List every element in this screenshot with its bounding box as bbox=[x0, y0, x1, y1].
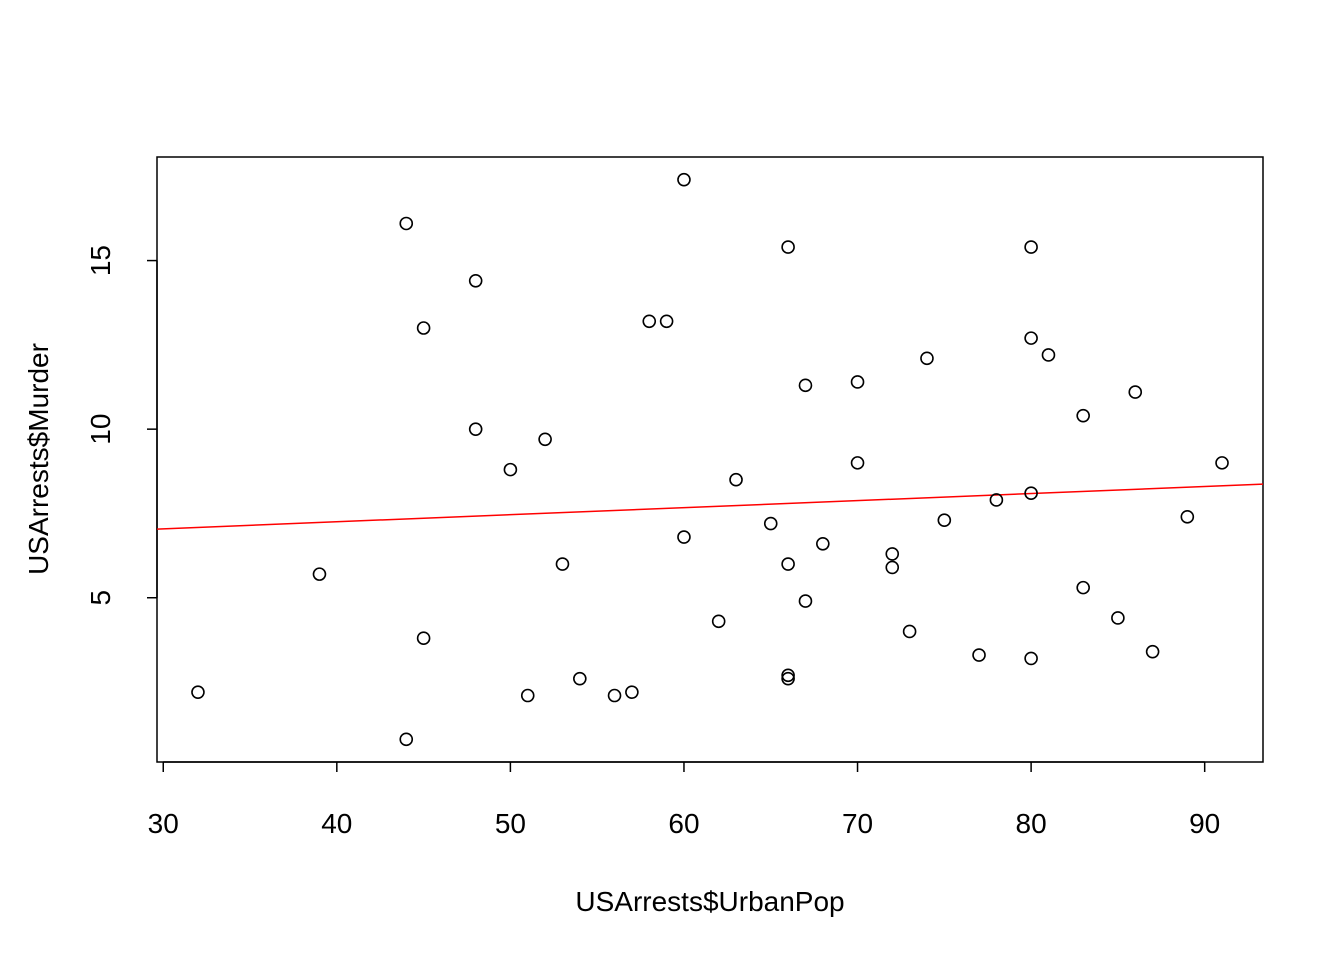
data-point bbox=[1041, 348, 1056, 362]
data-point bbox=[885, 560, 900, 575]
data-point bbox=[1180, 510, 1195, 524]
x-tick-label: 70 bbox=[842, 808, 873, 839]
data-point bbox=[677, 172, 691, 187]
data-point bbox=[399, 732, 414, 747]
x-tick-label: 50 bbox=[495, 808, 526, 839]
x-tick-label: 90 bbox=[1189, 808, 1220, 839]
data-point bbox=[972, 648, 986, 662]
data-point bbox=[573, 671, 587, 686]
data-point bbox=[798, 594, 813, 608]
regression-line bbox=[156, 483, 1264, 530]
data-point bbox=[1024, 240, 1038, 254]
data-point bbox=[416, 321, 431, 335]
data-point bbox=[538, 432, 552, 447]
data-point bbox=[850, 456, 865, 470]
data-point bbox=[1024, 486, 1038, 501]
y-tick-label: 15 bbox=[85, 245, 116, 276]
data-point bbox=[1024, 651, 1038, 666]
y-tick-label: 10 bbox=[85, 414, 116, 445]
data-point bbox=[625, 685, 639, 699]
data-point bbox=[920, 351, 934, 366]
data-points bbox=[191, 172, 1229, 747]
plot-box bbox=[156, 156, 1264, 763]
data-point bbox=[937, 513, 952, 527]
x-tick-label: 30 bbox=[148, 808, 179, 839]
data-point bbox=[503, 462, 518, 477]
data-point bbox=[989, 493, 1004, 507]
data-point bbox=[781, 671, 795, 686]
data-point bbox=[798, 378, 813, 393]
data-point bbox=[850, 375, 865, 389]
data-point bbox=[659, 314, 674, 329]
regression-line-group bbox=[156, 483, 1264, 530]
data-point bbox=[1024, 331, 1038, 345]
y-tick-label: 5 bbox=[85, 590, 116, 606]
data-point bbox=[416, 631, 431, 645]
data-point bbox=[607, 688, 622, 703]
data-point bbox=[781, 240, 795, 254]
data-point bbox=[399, 216, 414, 231]
data-point bbox=[312, 567, 327, 581]
data-point bbox=[1076, 580, 1090, 595]
data-point bbox=[191, 685, 205, 699]
y-axis-title: USArrests$Murder bbox=[23, 343, 54, 575]
data-point bbox=[468, 274, 483, 288]
x-axis-title: USArrests$UrbanPop bbox=[575, 886, 844, 917]
data-point bbox=[781, 557, 795, 571]
data-point bbox=[468, 422, 483, 436]
x-tick-label: 60 bbox=[668, 808, 699, 839]
data-point bbox=[902, 624, 917, 639]
x-tick-label: 40 bbox=[321, 808, 352, 839]
data-point bbox=[711, 614, 726, 629]
data-point bbox=[763, 516, 778, 531]
y-axis: 5 10 15 bbox=[85, 245, 158, 606]
data-point bbox=[885, 547, 900, 561]
data-point bbox=[677, 530, 691, 544]
data-point bbox=[729, 472, 743, 487]
data-point bbox=[816, 536, 830, 551]
x-tick-label: 80 bbox=[1016, 808, 1047, 839]
data-point bbox=[642, 314, 657, 329]
data-point bbox=[555, 557, 570, 571]
data-point bbox=[1215, 456, 1229, 470]
data-point bbox=[1128, 385, 1143, 399]
x-axis: 30 40 50 60 70 80 90 bbox=[148, 761, 1220, 839]
data-point bbox=[1111, 611, 1125, 625]
data-point bbox=[1076, 408, 1090, 423]
data-point bbox=[781, 668, 795, 683]
data-point bbox=[520, 688, 535, 703]
data-point bbox=[1145, 644, 1160, 659]
